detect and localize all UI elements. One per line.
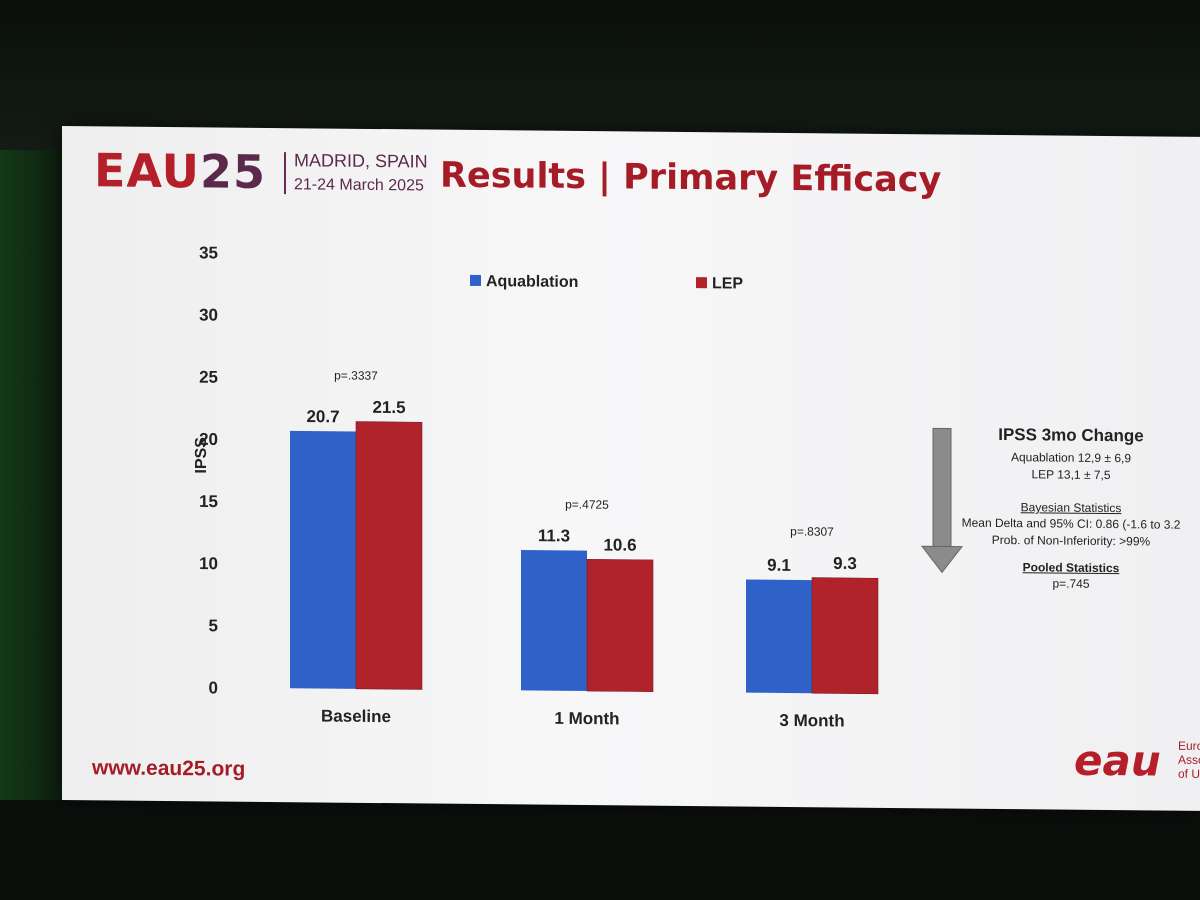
ipss-summary-box: IPSS 3mo Change Aquablation 12,9 ± 6,9 L… — [942, 424, 1200, 593]
legend-label-aquablation: Aquablation — [486, 273, 578, 291]
bar-lep-3-month — [811, 577, 879, 695]
y-tick-label: 35 — [199, 243, 218, 262]
y-tick-label: 30 — [199, 305, 218, 324]
bar-lep-1-month — [586, 558, 654, 692]
logo-sub-line-1: Euro — [1178, 738, 1200, 753]
ipss-bar-chart: 0 5 10 15 20 25 30 35 IPSS 20.7 21.5 p=.3337 Baselin… — [193, 243, 879, 731]
footer-url: www.eau25.org — [92, 756, 246, 781]
room-green-glow — [0, 150, 70, 900]
conference-place: MADRID, SPAIN — [294, 150, 428, 172]
y-tick-label: 15 — [199, 492, 218, 511]
summary-lep: LEP 13,1 ± 7,5 — [1031, 467, 1111, 483]
pooled-p-value: p=.745 — [1052, 576, 1090, 591]
projection-screen: EAU25 MADRID, SPAIN 21-24 March 2025 Res… — [62, 126, 1200, 811]
eau-footer-logo-subtext: Euro Asso of U — [1178, 739, 1200, 781]
p-value-label: p=.3337 — [334, 368, 378, 382]
y-tick-label: 10 — [199, 554, 218, 573]
summary-title: IPSS 3mo Change — [998, 424, 1144, 446]
y-tick-label: 0 — [209, 678, 218, 697]
prob-noninferiority-line: Prob. of Non-Inferiority: >99% — [991, 532, 1151, 549]
logo-year-text: 25 — [199, 144, 266, 199]
x-category-label: 3 Month — [779, 711, 844, 731]
x-category-label: Baseline — [321, 706, 391, 726]
room-background-bottom — [0, 800, 1200, 900]
mean-delta-line: Mean Delta and 95% CI: 0.86 (-1.6 to 3.2 — [961, 515, 1181, 532]
eau25-logo: EAU25 — [94, 142, 266, 200]
eau-footer-logo: eau — [1074, 735, 1161, 786]
bar-aquablation-1-month — [521, 549, 587, 692]
bar-value-label: 9.3 — [833, 554, 857, 573]
legend-swatch-aquablation — [470, 274, 481, 287]
bar-value-label: 20.7 — [306, 407, 339, 426]
legend-swatch-lep — [696, 277, 707, 289]
y-axis-label: IPSS — [193, 437, 210, 474]
y-tick-label: 5 — [209, 616, 218, 635]
bar-value-label: 21.5 — [372, 398, 405, 417]
bar-value-label: 9.1 — [767, 556, 791, 575]
bar-lep-baseline — [355, 421, 423, 690]
header-separator — [284, 152, 286, 195]
logo-eau-text: EAU — [94, 143, 200, 199]
p-value-label: p=.8307 — [790, 524, 834, 538]
bar-aquablation-3-month — [746, 579, 812, 694]
bar-value-label: 10.6 — [603, 535, 636, 554]
logo-sub-line-2: Asso — [1178, 752, 1200, 767]
bar-value-label: 11.3 — [538, 526, 570, 545]
conference-date: 21-24 March 2025 — [294, 176, 424, 195]
logo-sub-line-3: of U — [1178, 766, 1200, 781]
y-tick-label: 25 — [199, 368, 218, 387]
y-tick-label: 20 — [199, 430, 218, 449]
down-arrow-icon — [920, 427, 964, 574]
bar-aquablation-baseline — [290, 430, 356, 689]
legend-label-lep: LEP — [712, 275, 743, 292]
slide-title: Results | Primary Efficacy — [440, 155, 942, 201]
x-category-label: 1 Month — [554, 709, 619, 729]
p-value-label: p=.4725 — [565, 497, 609, 511]
room-background-top — [0, 0, 1200, 150]
